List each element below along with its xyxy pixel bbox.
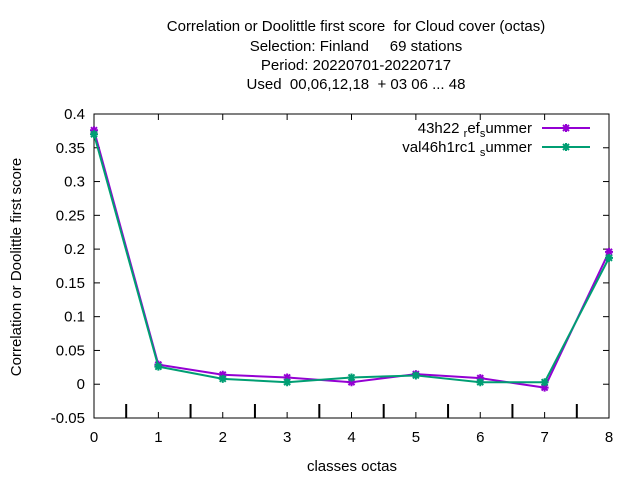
- data-point: [90, 126, 98, 135]
- legend-label-part: s: [480, 128, 486, 140]
- legend-label-part: val46h1rc1: [402, 139, 480, 156]
- x-tick-label: 2: [219, 429, 227, 446]
- data-point: [347, 378, 356, 387]
- title-line-2: Selection: Finland 69 stations: [249, 38, 463, 55]
- legend-marker: [562, 143, 570, 151]
- y-tick-label: 0.4: [64, 106, 85, 123]
- plot-frame: [93, 113, 610, 419]
- data-point: [154, 362, 163, 371]
- y-tick-label: 0.25: [56, 207, 85, 224]
- y-tick-label: 0: [77, 376, 85, 393]
- data-point: [411, 371, 420, 380]
- x-tick-label: 5: [412, 429, 420, 446]
- x-tick-label: 7: [540, 429, 548, 446]
- x-axis: 0 1 2 3 4 5 6 7 8: [90, 114, 613, 446]
- data-point: [540, 378, 549, 387]
- legend-label: val46h1rc1 summer: [402, 139, 532, 159]
- legend-item-2: val46h1rc1 summer: [402, 139, 590, 159]
- x-tick-label: 1: [154, 429, 162, 446]
- y-tick-label: 0.15: [56, 275, 85, 292]
- data-point: [476, 374, 485, 383]
- x-axis-label: classes octas: [307, 458, 397, 475]
- y-tick-label: 0.35: [56, 140, 85, 157]
- data-point: [218, 374, 227, 383]
- data-point: [476, 378, 485, 387]
- legend-label-part: ef: [467, 120, 480, 137]
- title-line-1: Correlation or Doolittle first score for…: [166, 18, 546, 35]
- data-point: [283, 378, 292, 387]
- x-tick-label: 6: [476, 429, 484, 446]
- data-point: [605, 253, 613, 262]
- data-point: [605, 247, 613, 256]
- data-point: [90, 130, 98, 139]
- series-2: [90, 130, 613, 387]
- class-boundary-ticks: [125, 404, 578, 418]
- y-tick-label: -0.05: [51, 410, 85, 427]
- y-tick-label: 0.3: [64, 174, 85, 191]
- y-axis-label: Correlation or Doolittle first score: [8, 158, 25, 376]
- y-tick-label: 0.2: [64, 241, 85, 258]
- legend-label-part: ummer: [485, 120, 532, 137]
- series-line: [93, 129, 610, 389]
- x-tick-label: 0: [90, 429, 98, 446]
- legend-marker: [562, 124, 570, 132]
- legend-label-part: ummer: [485, 139, 532, 156]
- x-tick-label: 8: [605, 429, 613, 446]
- y-axis: -0.05 0 0.05 0.1 0.15 0.2 0.25 0.3 0.35 0.4: [51, 106, 609, 427]
- legend-item-1: 43h22 refsummer: [418, 120, 590, 140]
- title-line-3: Period: 20220701-20220717: [260, 57, 452, 74]
- y-tick-label: 0.1: [64, 309, 85, 326]
- series-line: [93, 133, 610, 384]
- x-tick-label: 3: [283, 429, 291, 446]
- legend-label-part: 43h22: [418, 120, 464, 137]
- series-1: [90, 126, 613, 392]
- data-point: [347, 373, 356, 382]
- y-tick-label: 0.05: [56, 342, 85, 359]
- data-point: [218, 370, 227, 379]
- x-tick-label: 4: [347, 429, 355, 446]
- title-line-4: Used 00,06,12,18 + 03 06 ... 48: [246, 76, 466, 93]
- data-point: [283, 373, 292, 382]
- legend-label-part: r: [464, 128, 468, 140]
- data-point: [540, 383, 549, 392]
- legend-label: 43h22 refsummer: [418, 120, 532, 140]
- series-layer: [90, 126, 613, 392]
- legend-label-part: s: [480, 147, 486, 159]
